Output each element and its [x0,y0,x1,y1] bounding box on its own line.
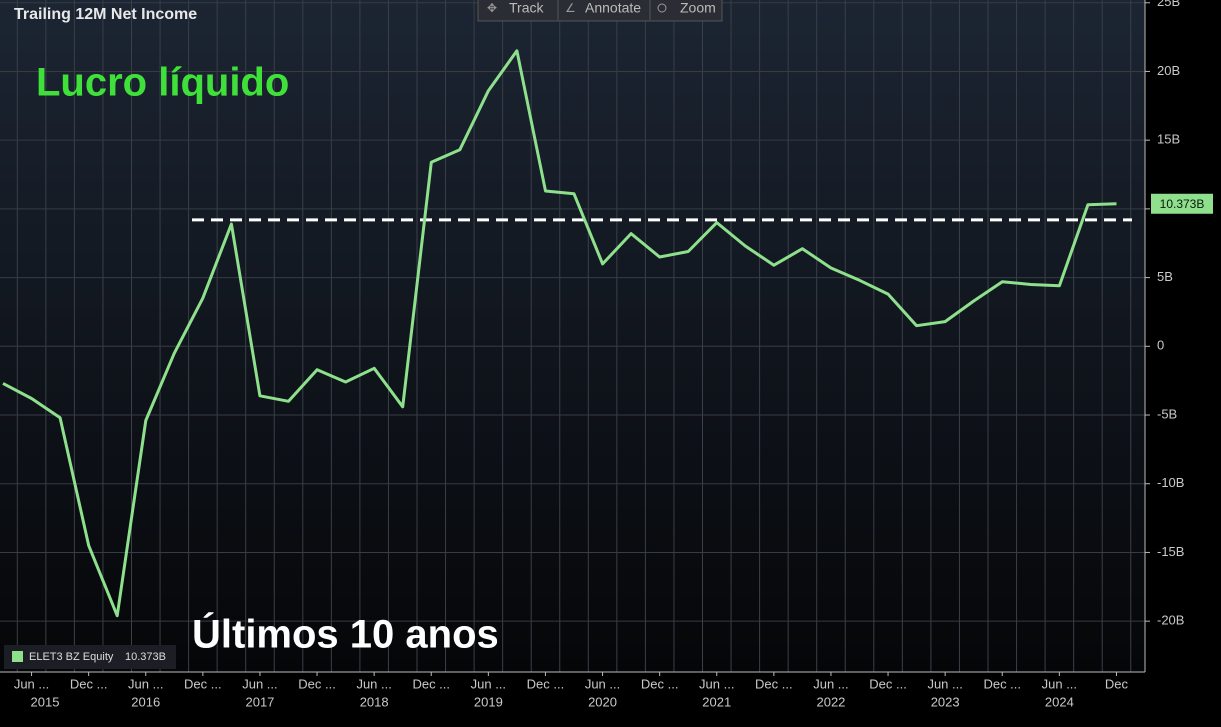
y-tick-label: 20B [1157,63,1180,78]
last-value-tag [1151,193,1213,214]
toolbar-button[interactable]: Annotate [585,0,641,16]
year-label: 2016 [131,694,160,709]
series-line [2,49,1117,618]
legend: ELET3 BZ Equity 10.373B [4,645,176,669]
y-tick-label: 15B [1157,132,1180,147]
legend-label: ELET3 BZ Equity [29,651,114,663]
subheadline: Últimos 10 anos [192,611,499,657]
annotate-icon: ∠ [565,1,576,15]
x-tick-label: Jun ... [1042,676,1077,691]
toolbar-box [477,0,723,22]
plot-area [0,0,1145,672]
x-tick-label: Jun ... [356,676,391,691]
x-tick-label: Dec [1105,676,1129,691]
year-label: 2024 [1045,694,1074,709]
grid [0,0,1145,672]
chart-title: Trailing 12M Net Income [14,6,197,23]
x-tick-label: Jun ... [585,676,620,691]
x-tick-label: Dec ... [298,676,336,691]
x-tick-label: Jun ... [927,676,962,691]
y-tick-label: -15B [1157,544,1184,559]
y-tick-label: 5B [1157,269,1173,284]
zoom-icon [657,3,667,13]
year-label: 2018 [360,694,389,709]
x-tick-label: Dec ... [869,676,907,691]
x-tick-label: Jun ... [699,676,734,691]
year-label: 2021 [702,694,731,709]
track-icon: ✥ [487,1,497,15]
x-tick-label: Dec ... [70,676,108,691]
headline: Lucro líquido [36,61,289,105]
x-tick-label: Dec ... [527,676,565,691]
toolbar-button[interactable]: Track [509,0,544,16]
y-tick-label: -10B [1157,475,1184,490]
legend-box [4,645,176,669]
y-tick-label: -5B [1157,406,1177,421]
year-label: 2017 [245,694,274,709]
toolbar: ✥ Track ∠ Annotate Zoom [477,0,723,22]
x-tick-label: Jun ... [242,676,277,691]
x-tick-label: Dec ... [412,676,450,691]
year-label: 2023 [931,694,960,709]
x-tick-label: Dec ... [983,676,1021,691]
y-tick-label: -20B [1157,613,1184,628]
x-tick-label: Dec ... [755,676,793,691]
x-tick-label: Jun ... [14,676,49,691]
x-tick-label: Jun ... [813,676,848,691]
legend-value: 10.373B [125,651,166,663]
year-label: 2019 [474,694,503,709]
x-tick-label: Dec ... [184,676,222,691]
year-label: 2020 [588,694,617,709]
x-tick-label: Jun ... [128,676,163,691]
last-value-label: 10.373B [1160,197,1205,211]
x-tick-label: Jun ... [471,676,506,691]
year-label: 2022 [816,694,845,709]
y-tick-label: 25B [1157,0,1180,9]
y-tick-label: 0 [1157,338,1164,353]
legend-swatch [12,651,23,662]
year-label: 2015 [31,694,60,709]
x-tick-label: Dec ... [641,676,679,691]
toolbar-button[interactable]: Zoom [680,0,716,16]
